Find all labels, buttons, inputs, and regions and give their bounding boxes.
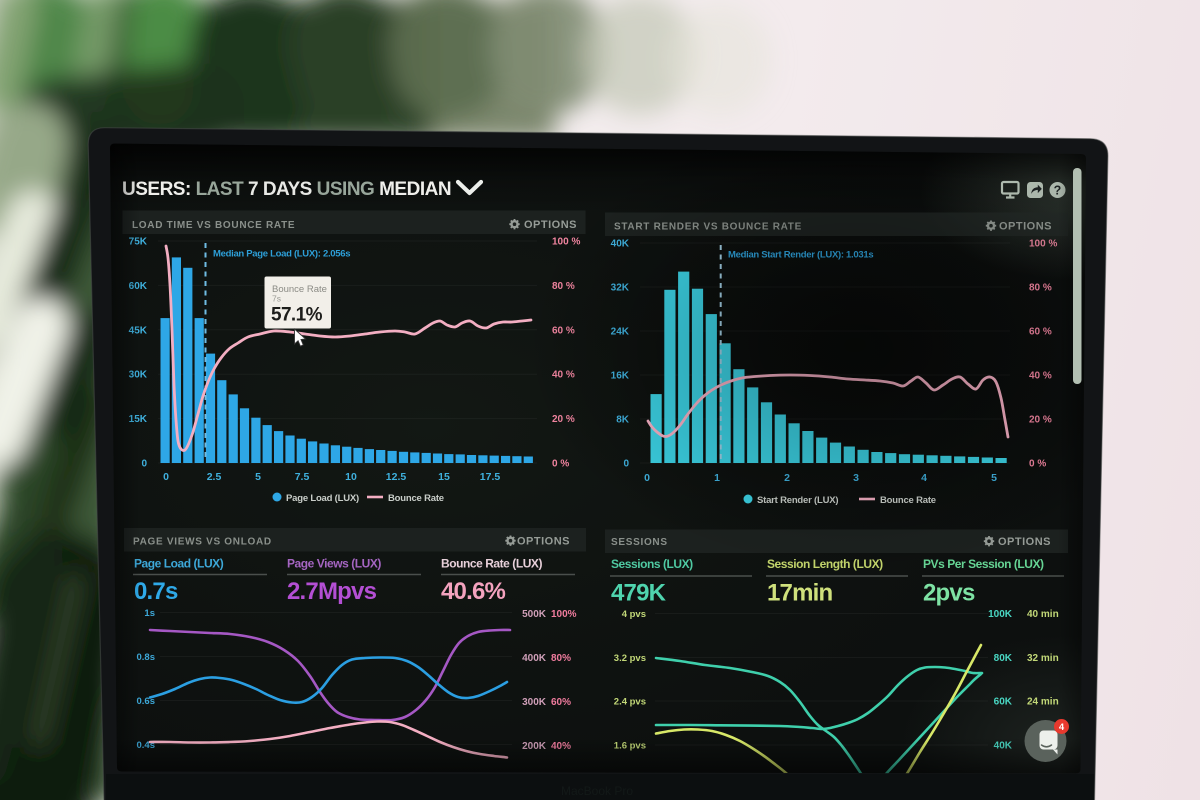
svg-text:4: 4	[1059, 722, 1065, 733]
svg-text:0.6s: 0.6s	[137, 696, 156, 707]
svg-text:Page Load (LUX): Page Load (LUX)	[286, 493, 359, 504]
svg-text:7s: 7s	[272, 294, 281, 304]
svg-text:2.5: 2.5	[207, 471, 222, 483]
svg-text:0: 0	[141, 459, 147, 470]
svg-text:2.4 pvs: 2.4 pvs	[614, 697, 646, 708]
svg-text:0 %: 0 %	[552, 459, 569, 470]
svg-text:24 min: 24 min	[1027, 697, 1059, 708]
svg-text:300K: 300K	[522, 697, 547, 708]
svg-text:17.5: 17.5	[480, 471, 501, 483]
svg-text:0: 0	[163, 471, 169, 483]
svg-text:USERS: LAST 7 DAYS USING MEDIA: USERS: LAST 7 DAYS USING MEDIAN	[122, 179, 451, 200]
svg-text:5: 5	[255, 471, 261, 483]
svg-text:15: 15	[438, 471, 450, 483]
svg-text:LOAD TIME VS BOUNCE RATE: LOAD TIME VS BOUNCE RATE	[132, 220, 295, 231]
svg-text:MacBook Pro: MacBook Pro	[561, 784, 633, 798]
svg-text:60K: 60K	[994, 697, 1013, 708]
svg-text:OPTIONS: OPTIONS	[524, 219, 577, 231]
svg-text:2.7Mpvs: 2.7Mpvs	[287, 578, 377, 605]
svg-text:1s: 1s	[144, 608, 155, 619]
svg-text:479K: 479K	[611, 580, 667, 607]
svg-text:Bounce Rate: Bounce Rate	[272, 284, 327, 295]
svg-text:100%: 100%	[551, 609, 577, 620]
svg-text:100K: 100K	[988, 609, 1013, 620]
svg-text:SESSIONS: SESSIONS	[611, 537, 668, 548]
svg-text:Page Load (LUX): Page Load (LUX)	[134, 557, 224, 571]
svg-text:PAGE VIEWS VS ONLOAD: PAGE VIEWS VS ONLOAD	[133, 537, 272, 548]
svg-text:2pvs: 2pvs	[923, 580, 975, 607]
svg-text:4 pvs: 4 pvs	[622, 609, 646, 620]
svg-text:32 min: 32 min	[1027, 653, 1059, 664]
svg-text:Median Page Load (LUX): 2.056s: Median Page Load (LUX): 2.056s	[213, 249, 350, 260]
svg-text:40.6%: 40.6%	[441, 578, 506, 605]
svg-text:80%: 80%	[551, 653, 571, 664]
svg-text:3.2 pvs: 3.2 pvs	[614, 653, 646, 664]
svg-text:60%: 60%	[551, 697, 571, 708]
svg-text:17min: 17min	[767, 580, 833, 607]
svg-text:12.5: 12.5	[386, 471, 407, 483]
svg-text:7.5: 7.5	[295, 471, 310, 483]
svg-text:Bounce Rate (LUX): Bounce Rate (LUX)	[441, 557, 542, 571]
svg-text:Bounce Rate: Bounce Rate	[388, 493, 444, 504]
svg-text:57.1%: 57.1%	[271, 305, 323, 326]
svg-text:40 min: 40 min	[1027, 609, 1059, 620]
svg-text:0.7s: 0.7s	[134, 578, 178, 605]
svg-text:OPTIONS: OPTIONS	[517, 536, 570, 548]
svg-text:10: 10	[345, 471, 357, 483]
svg-text:500K: 500K	[522, 609, 547, 620]
svg-text:0.8s: 0.8s	[137, 652, 156, 663]
svg-text:Sessions (LUX): Sessions (LUX)	[611, 557, 693, 571]
svg-text:80K: 80K	[994, 653, 1013, 664]
svg-text:Page Views (LUX): Page Views (LUX)	[287, 557, 381, 571]
svg-text:400K: 400K	[522, 653, 547, 664]
